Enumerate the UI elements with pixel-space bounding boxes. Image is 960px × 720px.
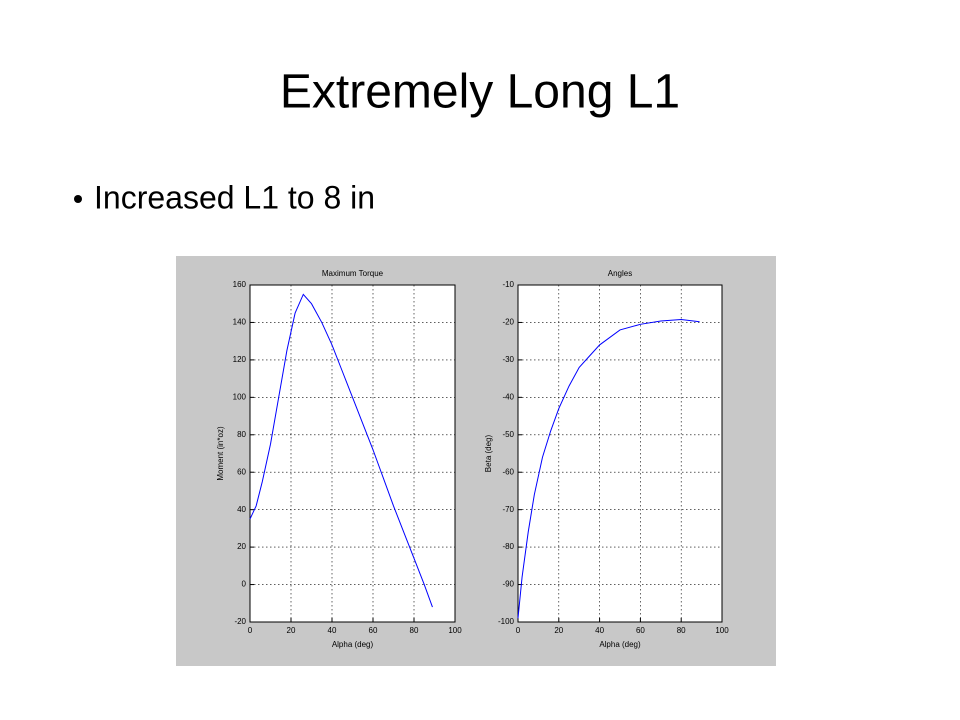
plot-border (249, 284, 456, 623)
y-tick-label: -30 (502, 355, 514, 364)
x-tick-label: 0 (516, 626, 521, 635)
x-tick-label: 40 (328, 626, 337, 635)
bullet-text: Increased L1 to 8 in (94, 179, 375, 215)
y-tick-label: -20 (502, 318, 514, 327)
y-tick-label: 0 (242, 580, 247, 589)
chart-title: Angles (608, 269, 632, 278)
y-tick-label: 40 (237, 505, 246, 514)
y-tick-label: -10 (502, 280, 514, 289)
y-tick-label: 60 (237, 467, 246, 476)
y-tick-label: -20 (234, 617, 246, 626)
y-axis-title: Beta (deg) (484, 434, 493, 472)
y-tick-label: -60 (502, 467, 514, 476)
y-tick-label: -70 (502, 505, 514, 514)
x-tick-label: 100 (715, 626, 729, 635)
chart-title: Maximum Torque (322, 269, 384, 278)
data-line (517, 318, 700, 619)
x-tick-label: 80 (677, 626, 686, 635)
plot-border (517, 284, 723, 623)
x-axis-title: Alpha (deg) (599, 640, 641, 649)
y-tick-label: -40 (502, 392, 514, 401)
x-tick-label: 20 (287, 626, 296, 635)
y-tick-label: 140 (233, 318, 247, 327)
y-tick-label: -50 (502, 430, 514, 439)
x-tick-label: 0 (248, 626, 253, 635)
x-tick-label: 60 (636, 626, 645, 635)
plot-area (518, 285, 722, 622)
x-tick-label: 20 (554, 626, 563, 635)
y-tick-label: -90 (502, 580, 514, 589)
bullet-dot (74, 195, 82, 203)
y-tick-label: 120 (233, 355, 247, 364)
y-tick-label: 100 (233, 392, 247, 401)
y-tick-label: 160 (233, 280, 247, 289)
data-line (249, 293, 433, 608)
plot-area (250, 285, 455, 622)
x-tick-label: 80 (410, 626, 419, 635)
x-tick-label: 60 (369, 626, 378, 635)
x-axis-title: Alpha (deg) (332, 640, 374, 649)
y-axis-title: Moment (in*oz) (216, 426, 225, 481)
y-tick-label: -100 (498, 617, 515, 626)
x-tick-label: 40 (595, 626, 604, 635)
slide-title: Extremely Long L1 (280, 66, 680, 119)
y-tick-label: 80 (237, 430, 246, 439)
x-tick-label: 100 (448, 626, 462, 635)
y-tick-label: 20 (237, 542, 246, 551)
y-tick-label: -80 (502, 542, 514, 551)
